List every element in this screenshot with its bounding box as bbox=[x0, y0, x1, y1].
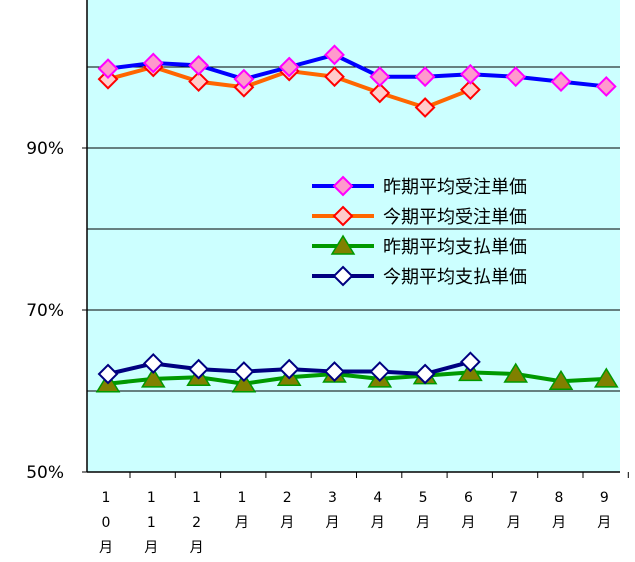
x-tick-label: 1 bbox=[147, 515, 156, 531]
x-tick-label: 7 bbox=[509, 490, 518, 506]
x-tick-label: 月 bbox=[416, 515, 430, 531]
y-tick-label: 90% bbox=[26, 139, 64, 159]
x-tick-label: 月 bbox=[597, 515, 611, 531]
x-tick-label: 9 bbox=[600, 490, 609, 506]
x-tick-label: 1 bbox=[147, 490, 156, 506]
legend-label: 今期平均受注単価 bbox=[383, 207, 527, 228]
legend-item: 昨期平均受注単価 bbox=[312, 177, 527, 198]
legend-item: 昨期平均支払単価 bbox=[312, 236, 527, 258]
legend-label: 昨期平均受注単価 bbox=[383, 177, 527, 198]
legend-label: 今期平均支払単価 bbox=[383, 267, 527, 288]
x-tick-label: 月 bbox=[190, 540, 204, 556]
x-tick-label: 月 bbox=[461, 515, 475, 531]
x-tick-label: 6 bbox=[464, 490, 473, 506]
x-tick-label: 3 bbox=[328, 490, 337, 506]
x-tick-label: 月 bbox=[280, 515, 294, 531]
legend-item: 今期平均支払単価 bbox=[312, 267, 527, 288]
y-tick-label: 70% bbox=[26, 301, 64, 321]
x-tick-label: 1 bbox=[102, 490, 111, 506]
x-tick-label: 1 bbox=[192, 490, 201, 506]
legend-label: 昨期平均支払単価 bbox=[383, 237, 527, 258]
x-tick-label: 月 bbox=[326, 515, 340, 531]
x-tick-label: 4 bbox=[373, 490, 382, 506]
x-tick-label: 0 bbox=[102, 515, 111, 531]
x-tick-label: 1 bbox=[237, 490, 246, 506]
x-tick-label: 月 bbox=[371, 515, 385, 531]
x-tick-label: 月 bbox=[552, 515, 566, 531]
y-axis-ticks: 50%70%90%110% bbox=[15, 0, 87, 483]
x-tick-label: 5 bbox=[419, 490, 428, 506]
y-tick-label: 50% bbox=[26, 463, 64, 483]
x-tick-label: 2 bbox=[283, 490, 292, 506]
x-tick-label: 月 bbox=[235, 515, 249, 531]
x-tick-label: 月 bbox=[507, 515, 521, 531]
x-tick-label: 月 bbox=[99, 540, 113, 556]
x-tick-label: 月 bbox=[144, 540, 158, 556]
x-axis-ticks: 1 0 月 1 1 月 1 2 月 1 月 2 月 3 月 4 月 5 月 6 月 7 月 8 月 9 月 bbox=[99, 472, 628, 556]
x-tick-label: 2 bbox=[192, 515, 201, 531]
legend-item: 今期平均受注単価 bbox=[312, 207, 527, 228]
x-tick-label: 8 bbox=[555, 490, 564, 506]
